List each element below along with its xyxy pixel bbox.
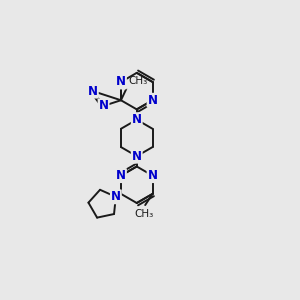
Text: CH₃: CH₃ xyxy=(129,76,148,85)
Text: CH₃: CH₃ xyxy=(134,209,153,219)
Text: N: N xyxy=(132,113,142,126)
Text: N: N xyxy=(132,150,142,163)
Text: N: N xyxy=(99,99,109,112)
Text: N: N xyxy=(111,190,121,203)
Text: N: N xyxy=(116,76,126,88)
Text: N: N xyxy=(148,94,158,107)
Text: N: N xyxy=(116,169,126,182)
Text: N: N xyxy=(148,169,158,182)
Text: N: N xyxy=(88,85,98,98)
